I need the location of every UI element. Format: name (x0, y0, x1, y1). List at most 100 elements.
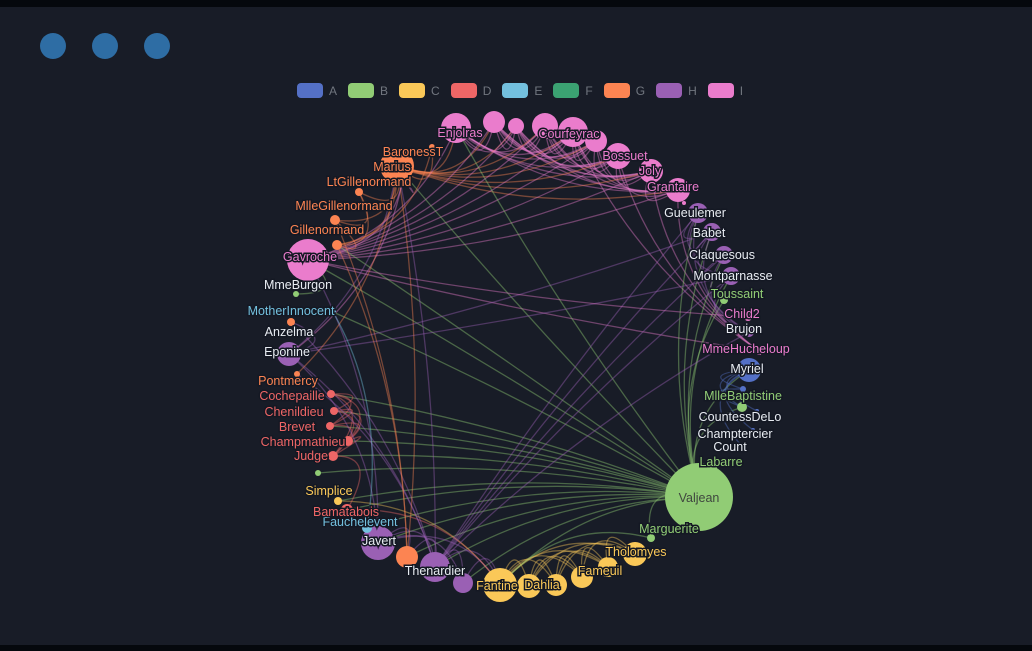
graph-node-u3[interactable] (532, 113, 558, 139)
graph-edge (330, 393, 361, 442)
graph-node-babet[interactable] (703, 223, 721, 241)
graph-node-fantine[interactable] (483, 568, 517, 602)
legend-item-e[interactable]: E (502, 83, 542, 98)
graph-node-mmeburgon[interactable] (293, 291, 299, 297)
graph-edge (307, 259, 379, 544)
legend-item-f[interactable]: F (553, 83, 593, 98)
graph-node-pontmercy[interactable] (294, 371, 300, 377)
graph-node-fameuil[interactable] (571, 566, 593, 588)
graph-node-label-champtercier: Champtercier (697, 427, 772, 441)
graph-edge (377, 535, 501, 586)
graph-node-count[interactable] (740, 444, 744, 448)
graph-node-myriel[interactable] (737, 358, 761, 382)
graph-node-mllebaptistine[interactable] (737, 402, 747, 412)
graph-edge (493, 121, 597, 158)
graph-node-label-grantaire: Grantaire (647, 180, 699, 194)
graph-node-javert[interactable] (361, 526, 395, 560)
graph-node-gavroche[interactable] (287, 239, 329, 281)
graph-edge (683, 231, 713, 498)
graph-node-gueulemer[interactable] (688, 203, 708, 223)
legend-item-b[interactable]: B (348, 83, 388, 98)
graph-edge (406, 495, 700, 558)
graph-edge (333, 410, 362, 442)
graph-node-champtercier[interactable] (751, 428, 755, 432)
graph-node-u7[interactable] (545, 574, 567, 596)
legend-item-g[interactable]: G (603, 83, 645, 98)
window-control-dot[interactable] (92, 33, 118, 59)
graph-node-u12[interactable] (315, 470, 321, 476)
graph-node-u5[interactable] (740, 386, 746, 392)
graph-node-marguerite[interactable] (647, 534, 655, 542)
legend-item-a[interactable]: A (297, 83, 337, 98)
graph-node-ltgillenormand[interactable] (355, 188, 363, 196)
graph-edge (396, 125, 517, 174)
graph-edge (499, 542, 636, 586)
graph-node-joly[interactable] (639, 159, 663, 183)
graph-edge (307, 121, 495, 261)
graph-edge (617, 155, 760, 352)
legend-item-c[interactable]: C (399, 83, 440, 98)
graph-node-motherinnocent[interactable] (330, 309, 336, 315)
graph-node-label-babet: Babet (693, 226, 726, 240)
graph-node-claquesous[interactable] (715, 246, 733, 264)
graph-node-eponine[interactable] (277, 342, 301, 366)
graph-node-u8[interactable] (453, 573, 473, 593)
graph-node-label-champmathieu: Champmathieu (261, 435, 346, 449)
graph-node-brujon[interactable] (744, 327, 754, 337)
graph-node-u11[interactable] (682, 201, 686, 205)
graph-node-u4[interactable] (585, 130, 607, 152)
graph-node-u9[interactable] (396, 546, 418, 568)
graph-node-label-cochepaille: Cochepaille (259, 389, 324, 403)
graph-node-marius[interactable] (380, 149, 414, 183)
graph-node-u2[interactable] (508, 118, 524, 134)
graph-node-label-fauchelevent: Fauchelevent (322, 515, 398, 529)
graph-edge (544, 125, 679, 192)
graph-node-enjolras[interactable] (441, 113, 471, 143)
graph-node-montparnasse[interactable] (722, 267, 740, 285)
graph-node-mmehucheloup[interactable] (755, 347, 763, 355)
graph-node-child2[interactable] (744, 313, 752, 321)
graph-node-thenardier[interactable] (420, 552, 450, 582)
graph-node-baronesst[interactable] (429, 144, 435, 150)
graph-node-label-mmehucheloup: MmeHucheloup (702, 342, 790, 356)
graph-node-chenildieu[interactable] (330, 407, 338, 415)
graph-node-grantaire[interactable] (666, 178, 690, 202)
graph-node-u6[interactable] (598, 557, 618, 577)
graph-node-judge[interactable] (328, 451, 338, 461)
graph-edge (434, 496, 700, 568)
window-control-dot[interactable] (40, 33, 66, 59)
graph-node-cochepaille[interactable] (327, 390, 335, 398)
graph-edge (434, 254, 725, 568)
graph-node-countessdelo[interactable] (755, 409, 759, 413)
graph-node-brevet[interactable] (326, 422, 334, 430)
graph-edge (396, 155, 619, 184)
window-control-dot[interactable] (144, 33, 170, 59)
graph-edge (677, 212, 700, 498)
legend-swatch-icon (603, 83, 630, 98)
graph-edge (332, 311, 700, 498)
graph-node-label-marguerite: Marguerite (639, 522, 699, 536)
graph-node-anzelma[interactable] (287, 318, 295, 326)
graph-node-dahlia[interactable] (517, 574, 541, 598)
legend-swatch-icon (399, 83, 426, 98)
graph-node-bossuet[interactable] (605, 143, 631, 169)
legend-item-d[interactable]: D (450, 83, 491, 98)
legend-item-i[interactable]: I (707, 83, 743, 98)
graph-edge (434, 275, 732, 568)
graph-node-toussaint[interactable] (720, 296, 728, 304)
graph-node-gillenormand[interactable] (332, 240, 342, 250)
graph-node-mllegillenormand[interactable] (330, 215, 340, 225)
graph-edge (336, 244, 408, 558)
graph-node-courfeyrac[interactable] (558, 117, 588, 147)
graph-node-champmathieu[interactable] (343, 436, 353, 446)
graph-edge (332, 455, 361, 511)
graph-node-tholomyes[interactable] (623, 542, 647, 566)
legend-item-h[interactable]: H (656, 83, 697, 98)
graph-edge (702, 231, 750, 333)
graph-node-bamatabois[interactable] (341, 504, 353, 516)
graph-edge (455, 127, 619, 168)
graph-node-u1[interactable] (483, 111, 505, 133)
graph-node-valjean[interactable] (665, 463, 733, 531)
graph-node-simplice[interactable] (334, 497, 342, 505)
graph-node-fauchelevent[interactable] (362, 523, 372, 533)
